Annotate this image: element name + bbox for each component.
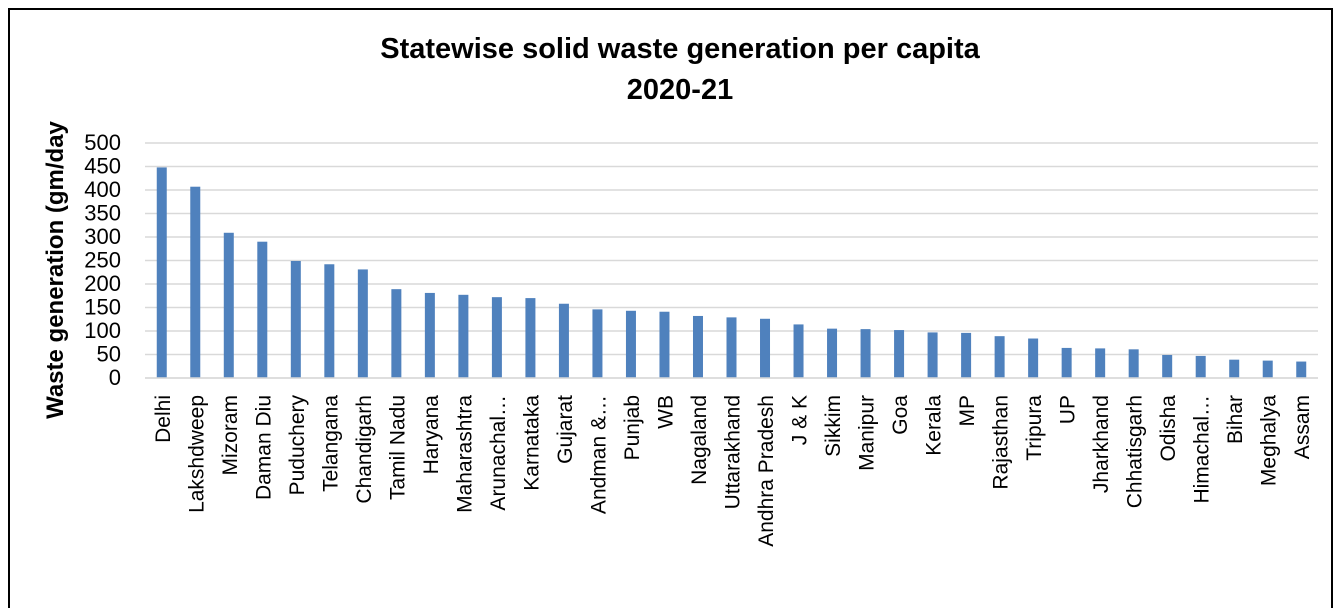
x-category-label: Delhi — [152, 395, 175, 443]
bar — [827, 328, 838, 378]
x-category-label: Punjab — [621, 395, 644, 460]
x-category-label: Assam — [1291, 395, 1314, 459]
bar — [491, 297, 502, 378]
bar — [558, 303, 569, 378]
x-category-label: Karnataka — [520, 395, 543, 491]
chart-subtitle: 2020-21 — [627, 74, 733, 106]
x-category-label: Tripura — [1023, 395, 1046, 461]
bar — [324, 264, 335, 378]
x-category-label: Manipur — [856, 395, 879, 471]
bar — [894, 330, 905, 378]
x-category-label: Meghalya — [1258, 395, 1281, 486]
x-category-label: MP — [956, 395, 979, 427]
bar — [760, 318, 771, 378]
bar — [424, 292, 435, 378]
x-category-label: Uttarakhand — [722, 395, 745, 509]
x-category-label: Mizoram — [219, 395, 242, 476]
bar — [1061, 347, 1072, 378]
x-category-label: Puduchery — [286, 395, 309, 496]
y-tick-label: 200 — [84, 271, 121, 296]
x-category-label: Chandigarh — [353, 395, 376, 504]
bars — [156, 167, 1307, 378]
x-category-label: Telangana — [319, 395, 342, 492]
bar — [458, 294, 469, 378]
bar — [1128, 349, 1139, 378]
x-category-label: Gujarat — [554, 395, 577, 464]
x-category-label: UP — [1057, 395, 1080, 424]
y-tick-label: 250 — [84, 248, 121, 273]
bar — [625, 310, 636, 378]
y-tick-label: 500 — [84, 130, 121, 155]
bar — [525, 298, 536, 378]
bar — [1262, 360, 1273, 378]
y-tick-label: 400 — [84, 177, 121, 202]
y-axis-label: Waste generation (gm/day — [42, 120, 69, 418]
bar — [1162, 354, 1173, 378]
x-category-label: Lakshdweep — [185, 395, 208, 513]
bar — [692, 315, 703, 378]
bar — [391, 289, 402, 378]
y-tick-label: 450 — [84, 154, 121, 179]
x-category-label: Bihar — [1224, 395, 1247, 444]
bar — [257, 241, 268, 378]
y-tick-label: 350 — [84, 201, 121, 226]
x-category-label: J & K — [789, 395, 812, 445]
bar — [190, 186, 201, 378]
bar — [927, 332, 938, 378]
x-category-label: Chhatisgarh — [1124, 395, 1147, 508]
y-tick-label: 0 — [109, 365, 121, 390]
bar — [1195, 355, 1206, 378]
x-category-label: Nagaland — [688, 395, 711, 485]
x-category-label: Himachal… — [1191, 395, 1214, 504]
bar — [592, 309, 603, 378]
bar — [961, 332, 972, 378]
chart-title: Statewise solid waste generation per cap… — [380, 33, 980, 65]
x-axis-categories: Delhi Lakshdweep Mizoram Daman Diu Puduchery… — [152, 395, 1314, 547]
x-category-label: Jharkhand — [1090, 395, 1113, 493]
x-category-label: Maharashtra — [453, 395, 476, 513]
x-category-label: Haryana — [420, 395, 443, 475]
y-tick-label: 150 — [84, 295, 121, 320]
y-tick-label: 50 — [97, 342, 121, 367]
y-tick-label: 300 — [84, 224, 121, 249]
bar — [726, 317, 737, 378]
bar — [1296, 361, 1307, 378]
x-category-label: Goa — [889, 395, 912, 435]
bar — [290, 260, 301, 378]
bar — [1229, 359, 1240, 378]
bar — [994, 336, 1005, 378]
bar — [659, 311, 670, 378]
bar — [1028, 338, 1039, 378]
bar — [1095, 348, 1106, 378]
x-category-label: Daman Diu — [252, 395, 275, 500]
x-category-label: Andman &… — [587, 395, 610, 514]
chart-frame — [8, 8, 1333, 608]
bar — [860, 329, 871, 378]
x-category-label: Kerala — [923, 395, 946, 456]
bar — [793, 324, 804, 378]
x-category-label: Arunachal… — [487, 395, 510, 511]
x-category-label: WB — [654, 395, 677, 429]
bar — [357, 269, 368, 378]
x-category-label: Odisha — [1157, 395, 1180, 462]
x-category-label: Rajasthan — [990, 395, 1013, 490]
y-tick-label: 100 — [84, 318, 121, 343]
x-category-label: Tamil Nadu — [386, 395, 409, 500]
x-category-label: Andhra Pradesh — [755, 395, 778, 547]
bar — [156, 167, 167, 378]
bar — [223, 232, 234, 378]
x-category-label: Sikkim — [822, 395, 845, 457]
